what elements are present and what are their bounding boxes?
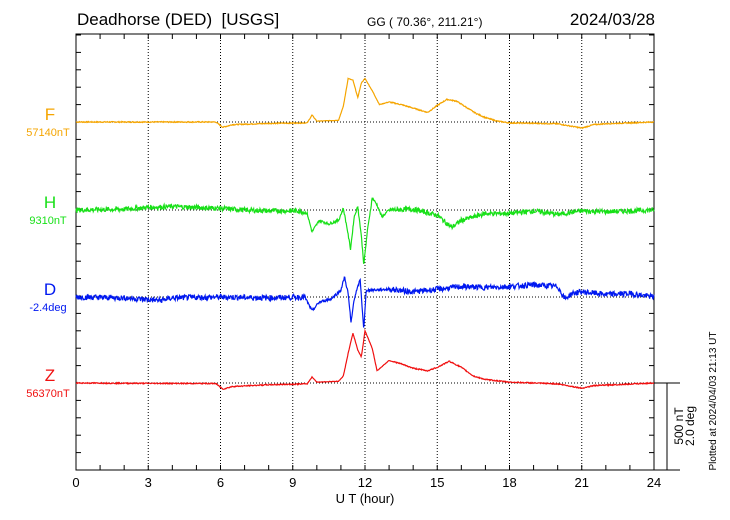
x-axis-label: U T (hour) — [336, 491, 395, 506]
series-baseline-D: -2.4deg — [29, 302, 66, 314]
series-line-F — [75, 77, 655, 130]
station-coords: GG ( 70.36°, 211.21°) — [367, 15, 483, 29]
series-line-H — [75, 197, 655, 265]
x-tick-label: 18 — [502, 475, 516, 490]
series-label-D: D — [44, 280, 56, 299]
x-tick-label: 3 — [145, 475, 152, 490]
series-baseline-Z: 56370nT — [26, 388, 70, 400]
series-baseline-F: 57140nT — [26, 127, 70, 139]
x-tick-label: 21 — [575, 475, 589, 490]
x-tick-label: 6 — [217, 475, 224, 490]
x-tick-label: 12 — [358, 475, 372, 490]
series-line-D — [75, 276, 655, 328]
series-label-F: F — [45, 105, 55, 124]
plotted-timestamp: Plotted at 2024/04/03 21:13 UT — [708, 332, 719, 471]
x-tick-label: 15 — [430, 475, 444, 490]
scale-label-nt: 500 nT — [672, 407, 686, 445]
x-tick-label: 9 — [289, 475, 296, 490]
scale-label-deg: 2.0 deg — [683, 406, 697, 446]
x-tick-label: 24 — [647, 475, 661, 490]
x-tick-label: 0 — [72, 475, 79, 490]
plot-date: 2024/03/28 — [569, 10, 655, 29]
series-label-H: H — [44, 193, 56, 212]
station-title: Deadhorse (DED) [USGS] — [77, 10, 280, 29]
series-label-Z: Z — [45, 366, 55, 385]
series-baseline-H: 9310nT — [29, 215, 67, 227]
series-line-Z — [75, 328, 655, 390]
